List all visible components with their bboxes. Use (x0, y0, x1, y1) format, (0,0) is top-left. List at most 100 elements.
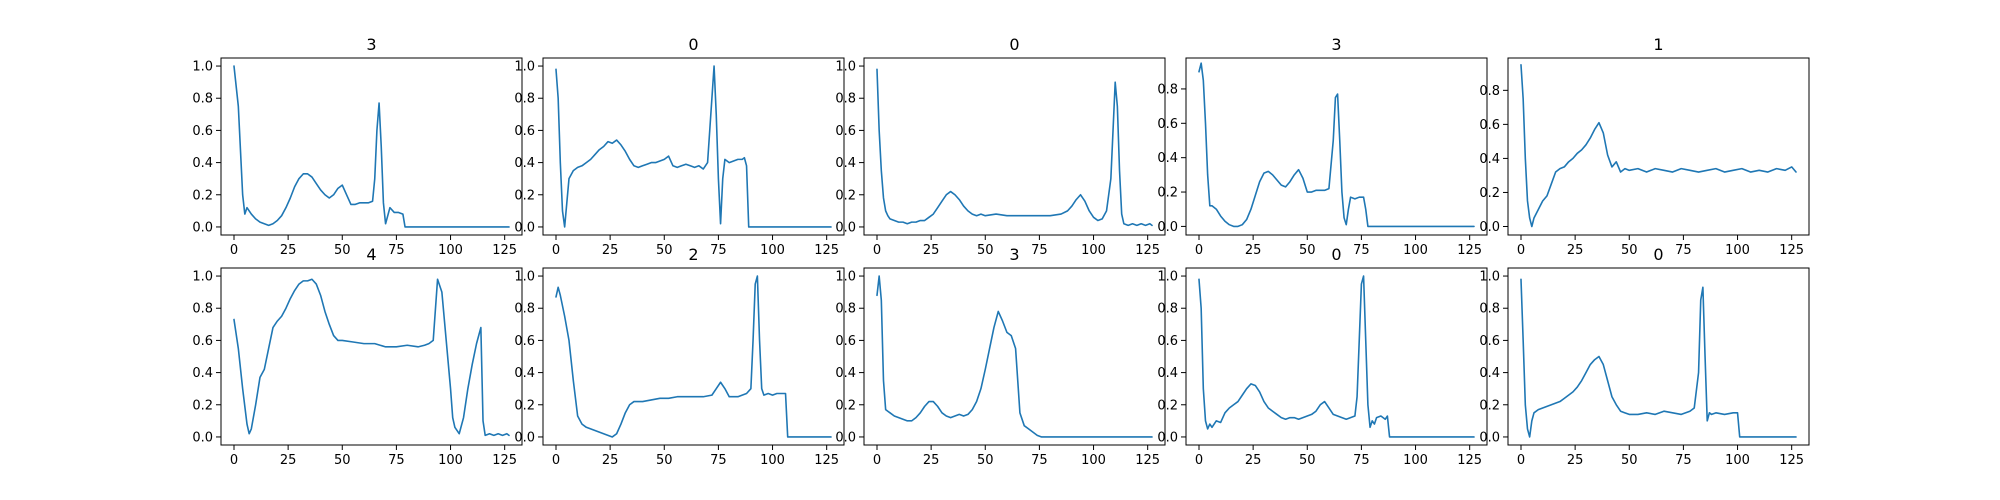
y-tick-label: 0.0 (1479, 430, 1500, 445)
y-tick-label: 1.0 (514, 60, 535, 75)
x-tick-label: 25 (280, 453, 297, 468)
x-tick-label: 75 (1353, 243, 1370, 258)
x-tick-label: 0 (1195, 453, 1203, 468)
axes-frame (542, 267, 845, 446)
y-tick-label: 0.4 (1157, 366, 1178, 381)
x-tick-label: 0 (552, 243, 560, 258)
x-tick-label: 75 (710, 243, 727, 258)
x-tick-label: 50 (656, 453, 673, 468)
x-tick-label: 25 (280, 243, 297, 258)
x-tick-label: 125 (814, 453, 839, 468)
x-tick-label: 25 (602, 453, 619, 468)
x-tick-label: 75 (1353, 453, 1370, 468)
series-line (876, 275, 1153, 438)
x-tick-label: 25 (923, 243, 940, 258)
x-tick-label: 0 (230, 453, 238, 468)
x-tick-label: 50 (977, 453, 994, 468)
x-tick-label: 125 (492, 453, 517, 468)
y-tick-label: 0.2 (192, 398, 213, 413)
y-tick-label: 0.6 (835, 334, 856, 349)
x-tick-label: 75 (1675, 243, 1692, 258)
axes-frame (220, 57, 523, 236)
x-tick-label: 125 (1457, 453, 1482, 468)
y-tick-label: 0.6 (514, 124, 535, 139)
x-tick-label: 100 (1725, 243, 1750, 258)
axes-frame (1185, 57, 1488, 236)
y-tick-label: 0.0 (192, 220, 213, 235)
y-tick-label: 0.6 (192, 124, 213, 139)
y-tick-label: 0.2 (192, 188, 213, 203)
x-tick-label: 25 (1245, 453, 1262, 468)
x-tick-label: 0 (1517, 243, 1525, 258)
x-tick-label: 25 (602, 243, 619, 258)
axes-frame (542, 57, 845, 236)
subplot-title: 3 (1009, 245, 1019, 264)
axes-frame (220, 267, 523, 446)
x-tick-label: 125 (1135, 243, 1160, 258)
x-tick-label: 100 (1403, 243, 1428, 258)
x-tick-label: 125 (1779, 453, 1804, 468)
x-tick-label: 100 (438, 243, 463, 258)
y-tick-label: 0.6 (514, 334, 535, 349)
y-tick-label: 0.2 (1157, 186, 1178, 201)
series-line (1520, 64, 1797, 228)
y-tick-label: 1.0 (835, 270, 856, 285)
x-tick-label: 0 (1195, 243, 1203, 258)
x-tick-label: 50 (334, 243, 351, 258)
y-tick-label: 0.8 (835, 92, 856, 107)
x-tick-label: 100 (1081, 243, 1106, 258)
x-tick-label: 0 (873, 453, 881, 468)
x-tick-label: 125 (1135, 453, 1160, 468)
x-tick-label: 50 (1621, 243, 1638, 258)
y-tick-label: 0.4 (835, 366, 856, 381)
x-tick-label: 0 (873, 243, 881, 258)
y-tick-label: 0.0 (835, 220, 856, 235)
series-line (1198, 275, 1475, 438)
series-line (233, 278, 510, 437)
x-tick-label: 75 (1031, 453, 1048, 468)
x-tick-label: 50 (1299, 243, 1316, 258)
subplot-title: 3 (366, 35, 376, 54)
y-tick-label: 0.2 (514, 188, 535, 203)
y-tick-label: 0.4 (514, 366, 535, 381)
subplot-title: 0 (1009, 35, 1019, 54)
x-tick-label: 125 (492, 243, 517, 258)
x-tick-label: 100 (438, 453, 463, 468)
subplot-title: 2 (688, 245, 698, 264)
x-tick-label: 75 (710, 453, 727, 468)
axes-frame (863, 267, 1166, 446)
x-tick-label: 25 (1245, 243, 1262, 258)
axes-frame (863, 57, 1166, 236)
y-tick-label: 0.2 (835, 398, 856, 413)
y-tick-label: 1.0 (835, 60, 856, 75)
axes-frame (1507, 57, 1810, 236)
y-tick-label: 0.0 (514, 220, 535, 235)
y-tick-label: 0.0 (835, 430, 856, 445)
x-tick-label: 75 (1675, 453, 1692, 468)
y-tick-label: 0.4 (192, 366, 213, 381)
y-tick-label: 1.0 (1479, 270, 1500, 285)
subplot-title: 0 (688, 35, 698, 54)
subplot-5: 0 25 50 75 100 125 0.0 0.2 0.4 0.6 0.8 1 (1479, 35, 1810, 258)
subplot-title: 3 (1331, 35, 1341, 54)
y-tick-label: 1.0 (192, 60, 213, 75)
x-tick-label: 100 (1081, 453, 1106, 468)
axes-frame (1507, 267, 1810, 446)
x-tick-label: 100 (760, 243, 785, 258)
subplot-8: 0 25 50 75 100 125 0.0 0.2 0.4 0.6 0.8 1.0 3 (835, 245, 1166, 468)
y-tick-label: 0.4 (192, 156, 213, 171)
x-tick-label: 50 (977, 243, 994, 258)
series-line (1520, 278, 1797, 438)
y-tick-label: 1.0 (192, 270, 213, 285)
y-tick-label: 0.8 (192, 92, 213, 107)
series-line (555, 65, 832, 228)
x-tick-label: 75 (388, 243, 405, 258)
subplot-1: 0 25 50 75 100 125 0.0 0.2 0.4 0.6 0.8 1.0 3 (192, 35, 523, 258)
x-tick-label: 25 (923, 453, 940, 468)
y-tick-label: 0.2 (1157, 398, 1178, 413)
y-tick-label: 0.6 (192, 334, 213, 349)
y-tick-label: 0.8 (514, 302, 535, 317)
x-tick-label: 125 (814, 243, 839, 258)
y-tick-label: 1.0 (1157, 270, 1178, 285)
